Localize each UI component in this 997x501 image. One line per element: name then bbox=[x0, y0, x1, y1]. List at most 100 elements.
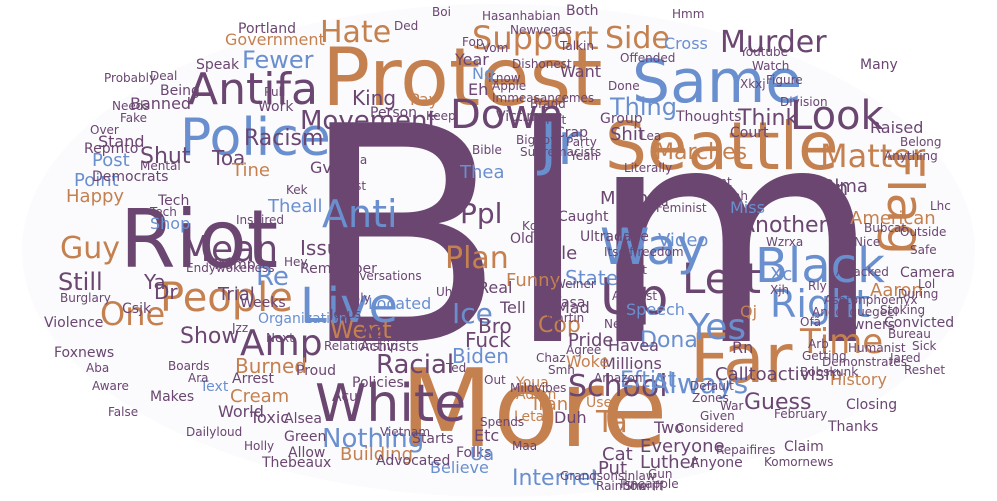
word-tech: Tech bbox=[158, 193, 190, 209]
word-ya: Ya bbox=[144, 270, 166, 294]
word-activists: Activists bbox=[360, 339, 419, 355]
word-video: Video bbox=[658, 230, 709, 251]
word-jr: Jr bbox=[540, 110, 581, 178]
word-think: Think bbox=[738, 106, 799, 131]
word-cop: Cop bbox=[538, 313, 581, 338]
word-many: Many bbox=[860, 57, 898, 73]
word-ta: Ta bbox=[596, 405, 628, 440]
word-blma: Blma bbox=[822, 176, 868, 197]
word-right: Right bbox=[770, 282, 871, 326]
word-dailyloud: Dailyloud bbox=[186, 425, 243, 439]
word-cloud-mask-background bbox=[22, 4, 975, 497]
word-ultradane: Ultradane bbox=[580, 229, 649, 245]
word-over: Over bbox=[90, 123, 119, 137]
word-vietnam: Vietnam bbox=[380, 425, 431, 439]
word-world: World bbox=[218, 402, 264, 421]
word-tell: Tell bbox=[500, 298, 526, 317]
word-newvegas: Newvegas bbox=[510, 23, 572, 37]
word-thebeaux: Thebeaux bbox=[262, 455, 332, 471]
word-relationship: Relationship bbox=[324, 339, 398, 353]
word-real: Real bbox=[478, 278, 513, 297]
word-shit: Shit bbox=[610, 124, 645, 145]
word-az: Az bbox=[360, 318, 385, 342]
word-stand: Stand bbox=[98, 132, 145, 151]
word-jared: Jared bbox=[890, 351, 921, 365]
word-mad: Mad bbox=[556, 298, 590, 317]
word-kek: Kek bbox=[286, 183, 308, 197]
word-done: Done bbox=[608, 79, 640, 93]
word-bobskunk: Bobskunk bbox=[800, 365, 859, 379]
word-youtube: Youtube bbox=[740, 45, 788, 59]
word-division: Division bbox=[780, 95, 828, 109]
word-old: Old bbox=[510, 231, 534, 247]
word-demonstrates: Demonstrates bbox=[822, 355, 907, 369]
word-wasa: Wasa bbox=[548, 295, 586, 311]
word-amazon: Amazon bbox=[594, 371, 643, 385]
word-during: During bbox=[898, 287, 939, 301]
word-figure: Figure bbox=[766, 73, 803, 87]
word-february: February bbox=[774, 407, 828, 421]
word-always: Always bbox=[650, 367, 749, 400]
word-remember: Remember bbox=[300, 261, 377, 277]
word-anything: Anything bbox=[884, 149, 938, 163]
word-folks: Folks bbox=[456, 445, 492, 461]
word-war: War bbox=[720, 399, 744, 413]
word-supremacists: Supremacists bbox=[520, 145, 602, 159]
word-feminist: Feminist bbox=[656, 201, 707, 215]
word-eftist: Eftist bbox=[620, 368, 677, 393]
word-bigboy: Bigboy bbox=[516, 133, 558, 147]
word-same: Same bbox=[632, 47, 803, 117]
word-internet: Internet bbox=[512, 466, 600, 491]
word-cream: Cream bbox=[230, 386, 290, 407]
word-camera: Camera bbox=[900, 265, 955, 281]
word-anti: Anti bbox=[322, 192, 398, 236]
word-up: Up bbox=[600, 268, 669, 326]
word-plan: Plan bbox=[445, 241, 509, 276]
word-hasanhabian: Hasanhabian bbox=[482, 9, 561, 23]
word-know: Know bbox=[488, 71, 521, 85]
word-live: Live bbox=[300, 278, 399, 334]
word-located: Located bbox=[368, 294, 432, 313]
word-black: Black bbox=[755, 238, 885, 294]
word-weiner: Weiner bbox=[554, 277, 596, 291]
word-school: School bbox=[568, 369, 668, 404]
word-stoking: Stoking bbox=[880, 303, 926, 317]
word-owners: Owners bbox=[842, 317, 896, 333]
word-violence: Violence bbox=[44, 315, 104, 331]
word-green: Green bbox=[284, 429, 327, 445]
word-cross: Cross bbox=[664, 34, 708, 53]
word-nq: Nq bbox=[472, 64, 495, 83]
word-havea: Havea bbox=[608, 336, 659, 355]
word-movement: Movement bbox=[300, 106, 438, 136]
word-chaz: Chaz bbox=[536, 351, 566, 365]
word-sca: Scã bbox=[616, 323, 638, 337]
word-mental: Mental bbox=[140, 159, 181, 173]
word-kyle: Kyle bbox=[540, 243, 578, 264]
word-happy: Happy bbox=[66, 186, 125, 207]
word-zones: Zones bbox=[692, 391, 729, 405]
word-adam: Adam bbox=[516, 387, 557, 403]
word-antifa: Antifa bbox=[188, 64, 318, 115]
word-fop: Fop bbox=[462, 35, 484, 49]
word-amp: Amp bbox=[240, 323, 323, 364]
word-talkin: Talkin bbox=[560, 39, 594, 53]
word-thing: Thing bbox=[610, 93, 677, 121]
word-makes: Makes bbox=[150, 389, 195, 405]
word-duh: Duh bbox=[554, 408, 587, 427]
word-leta: Leta bbox=[514, 409, 545, 425]
word-nothing: Nothing bbox=[322, 424, 425, 454]
word-belong: Belong bbox=[900, 135, 942, 149]
word-woke: Woke bbox=[566, 352, 610, 371]
word-endywokeness: Endywokeness bbox=[186, 261, 275, 275]
word-martin: Martin bbox=[546, 311, 585, 325]
word-put: Put bbox=[598, 458, 628, 479]
word-nice: Nice bbox=[854, 235, 881, 249]
word-went: Went bbox=[330, 316, 392, 344]
word-support: Support bbox=[472, 19, 599, 57]
word-work: Work bbox=[258, 99, 294, 115]
word-both: Both bbox=[566, 3, 599, 19]
word-biden: Biden bbox=[452, 344, 509, 368]
word-two: Two bbox=[654, 418, 684, 437]
word-dont: Dont bbox=[618, 263, 647, 277]
